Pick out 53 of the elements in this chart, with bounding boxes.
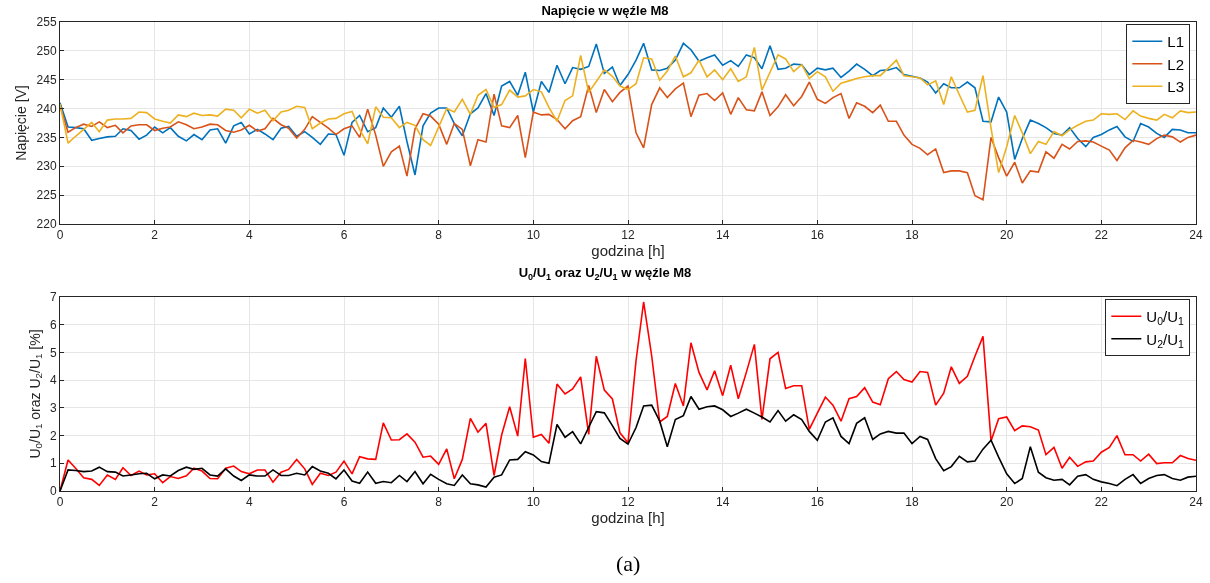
chart-title: Napięcie w węźle M8 — [541, 3, 669, 19]
x-tick-label: 2 — [151, 495, 159, 510]
legend-label: L1 — [1167, 33, 1185, 51]
y-axis-title: Napięcie [V] — [13, 85, 30, 161]
y-tick-label: 5 — [49, 345, 57, 360]
y-tick-label: 245 — [36, 72, 57, 87]
y-tick-label: 235 — [36, 130, 57, 145]
text: (a) — [616, 551, 641, 576]
y-tick-label: 225 — [36, 188, 57, 203]
legend-label: U$_{0}$/U$_{1}$ — [1146, 308, 1185, 328]
x-tick-label: 22 — [1094, 228, 1109, 243]
x-tick-label: 16 — [810, 495, 825, 510]
x-tick-label: 14 — [715, 495, 730, 510]
legend-label: U$_{2}$/U$_{1}$ — [1146, 330, 1185, 350]
line-series — [60, 395, 1196, 491]
x-tick-label: 12 — [621, 228, 635, 243]
x-tick-label: 10 — [526, 228, 541, 243]
x-tick-label: 12 — [621, 495, 635, 510]
chart-title: U$_{0}$/U$_{1}$ oraz U$_{2}$/U$_{1}$ w węźle M8 — [518, 265, 692, 282]
x-tick-label: 8 — [435, 495, 443, 510]
y-tick-label: 0 — [49, 484, 57, 499]
y-tick-label: 1 — [49, 456, 57, 471]
x-tick-label: 22 — [1094, 495, 1109, 510]
y-tick-label: 230 — [36, 159, 57, 174]
y-tick-label: 7 — [49, 290, 57, 305]
y-tick-label: 240 — [36, 101, 57, 116]
x-tick-label: 20 — [999, 228, 1014, 243]
y-tick-label: 4 — [49, 373, 57, 388]
x-tick-label: 4 — [245, 495, 253, 510]
x-tick-label: 2 — [151, 228, 159, 243]
y-tick-label: 250 — [36, 44, 57, 59]
x-tick-label: 6 — [340, 495, 348, 510]
x-tick-label: 24 — [1189, 228, 1203, 243]
x-tick-label: 10 — [526, 495, 541, 510]
x-axis-title: godzina [h] — [591, 242, 665, 260]
y-tick-label: 220 — [36, 217, 57, 232]
x-axis-title: godzina [h] — [591, 509, 665, 527]
line-series — [60, 81, 1196, 201]
x-tick-label: 4 — [245, 228, 253, 243]
x-tick-label: 16 — [810, 228, 825, 243]
x-tick-label: 6 — [340, 228, 348, 243]
y-tick-label: 2 — [49, 428, 57, 443]
legend-label: L3 — [1167, 78, 1185, 96]
x-tick-label: 18 — [905, 495, 919, 510]
legend-label: L2 — [1167, 55, 1185, 73]
x-tick-label: 8 — [435, 228, 443, 243]
y-tick-label: 3 — [49, 401, 57, 416]
x-tick-label: 20 — [999, 495, 1014, 510]
y-tick-label: 6 — [49, 317, 57, 332]
x-tick-label: 14 — [715, 228, 730, 243]
x-tick-label: 24 — [1189, 495, 1203, 510]
x-tick-label: 18 — [905, 228, 919, 243]
y-tick-label: 255 — [36, 15, 57, 30]
